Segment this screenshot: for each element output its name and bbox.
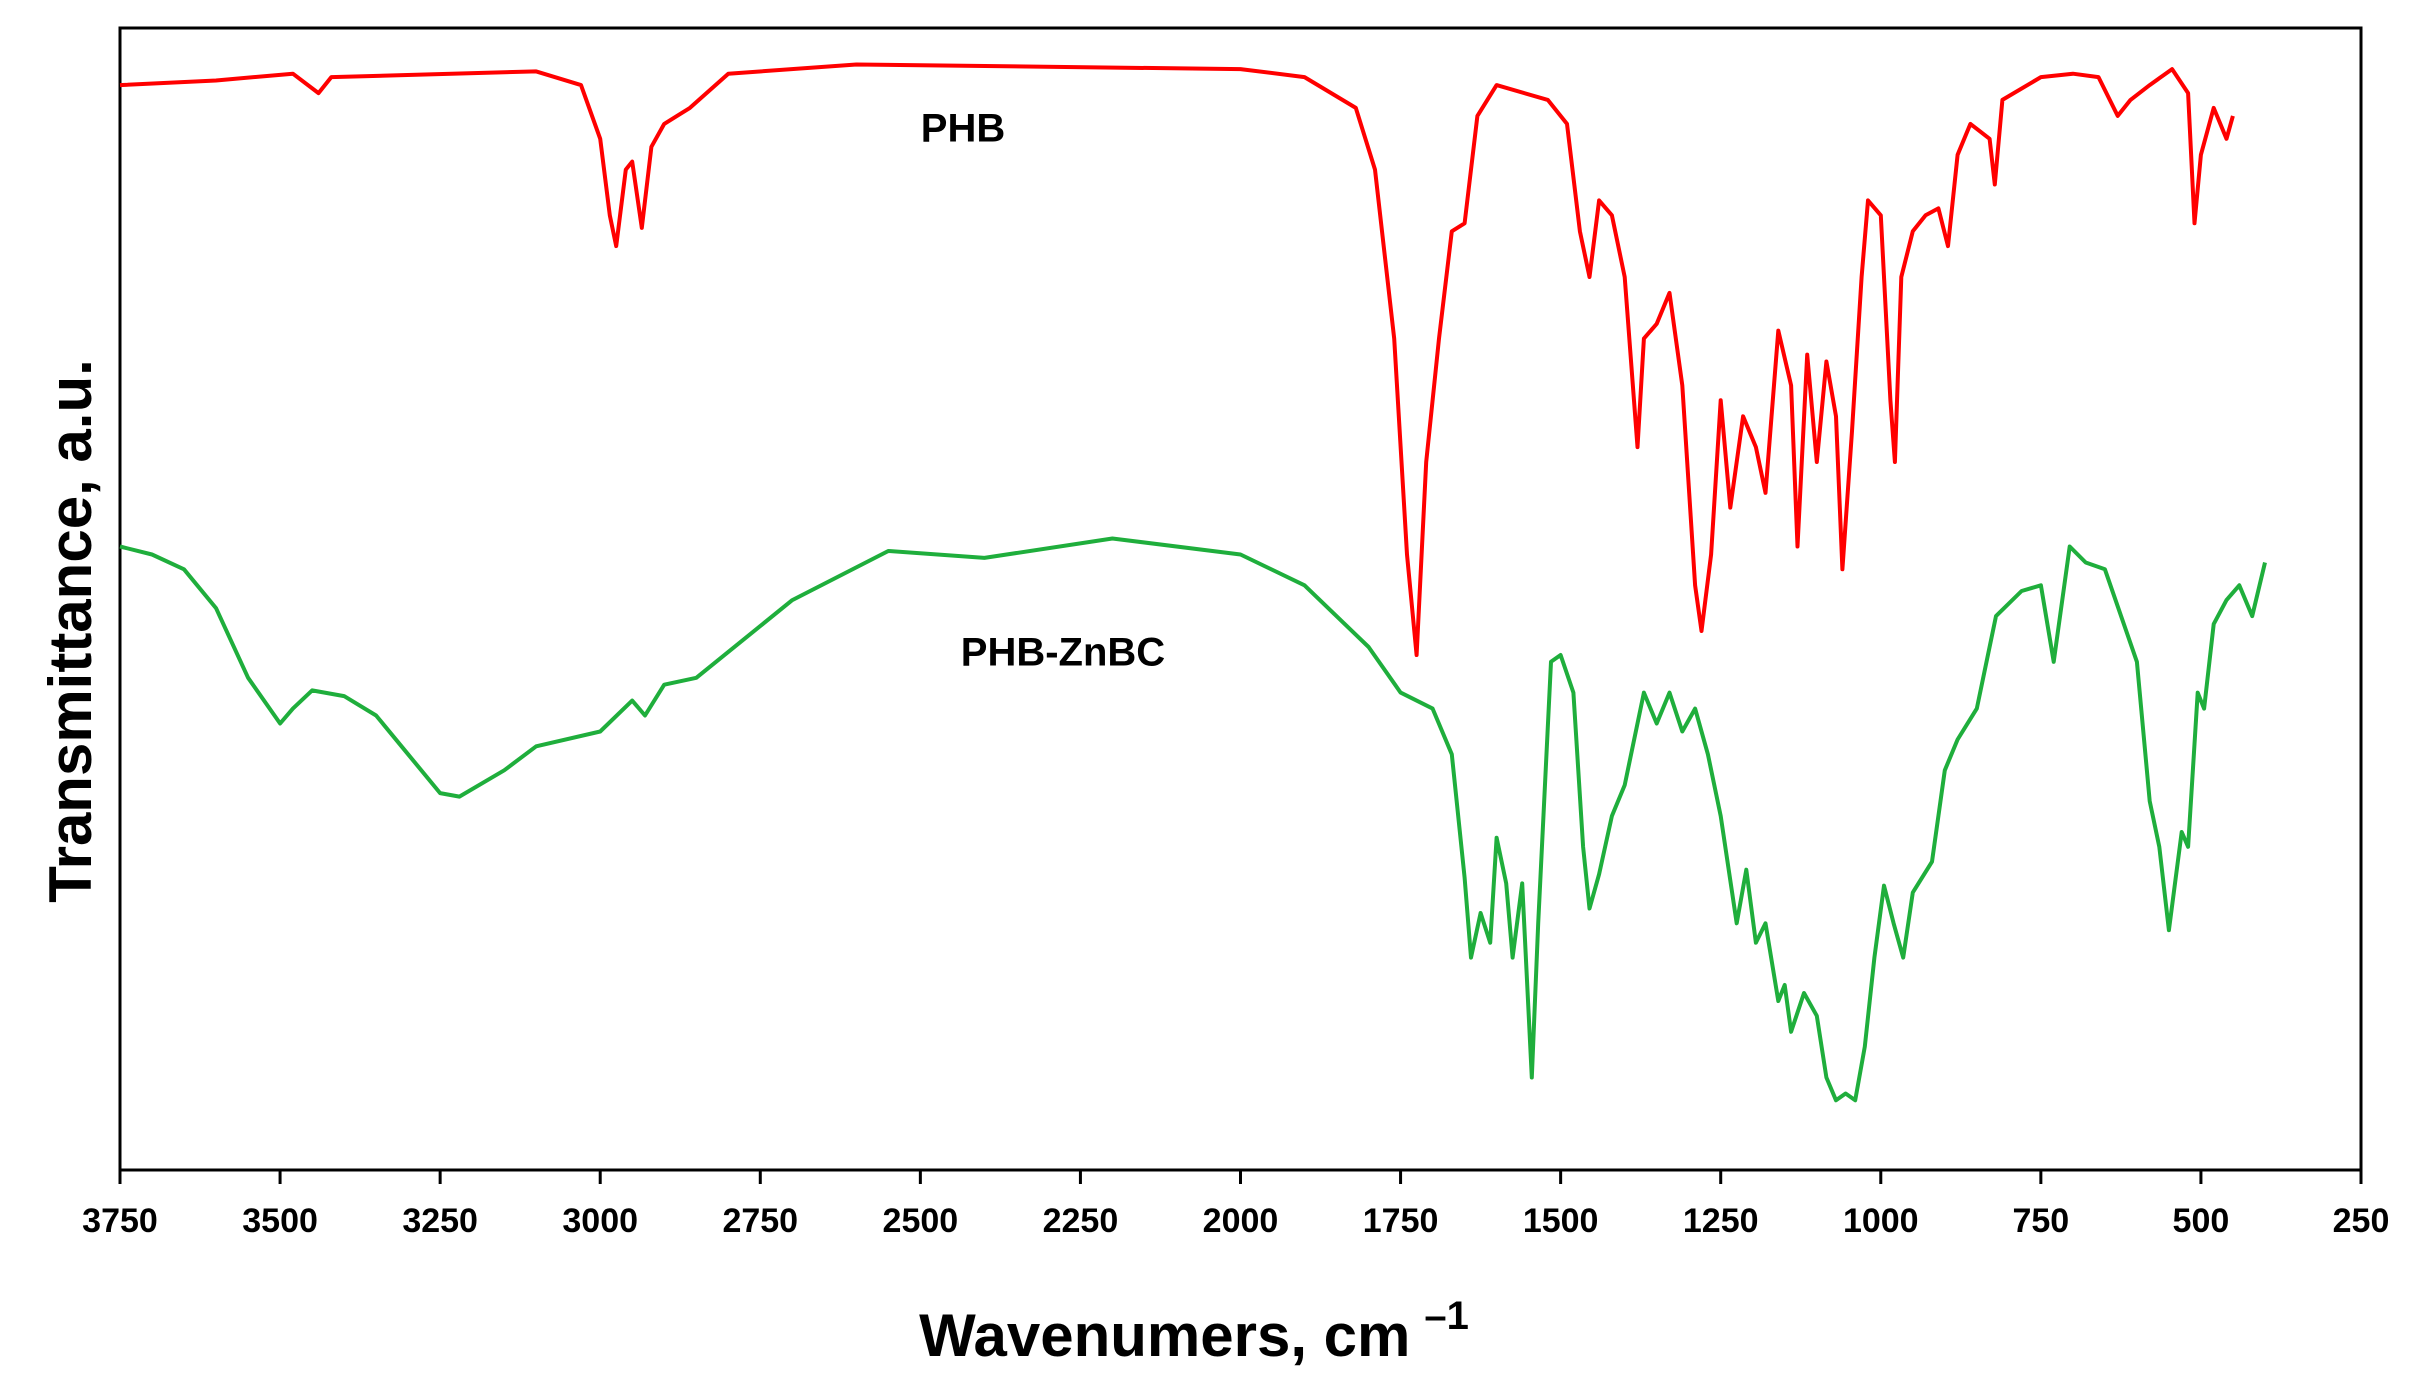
plot-frame [118,26,2363,1172]
series-label: PHB [921,107,1005,151]
x-tick-label: 1250 [1683,1202,1759,1240]
x-axis-label-text: Wavenumers, cm [919,1302,1410,1369]
x-tick-label: 2000 [1203,1202,1279,1240]
x-tick-label: 750 [2012,1202,2069,1240]
x-tick-label: 3000 [562,1202,638,1240]
x-tick-label: 250 [2333,1202,2390,1240]
x-tick-label: 3500 [242,1202,318,1240]
series-label: PHB-ZnBC [961,631,1165,675]
x-tick-label: 1500 [1523,1202,1599,1240]
spectrum-line [119,536,2267,1103]
x-tick-label: 500 [2173,1202,2230,1240]
x-axis-label: Wavenumers, cm –1 [919,1294,1469,1369]
x-axis-label-superscript: –1 [1424,1294,1469,1338]
y-axis-label: Transmittance, a.u. [37,359,104,903]
x-tick-label: 2250 [1043,1202,1119,1240]
x-tick-label: 2500 [883,1202,959,1240]
x-tick-label: 2750 [722,1202,798,1240]
x-tick-label: 3250 [402,1202,478,1240]
x-tick-label: 1750 [1363,1202,1439,1240]
spectrum-line [119,62,2235,657]
x-tick-label: 1000 [1843,1202,1919,1240]
x-tick-label: 3750 [82,1202,158,1240]
